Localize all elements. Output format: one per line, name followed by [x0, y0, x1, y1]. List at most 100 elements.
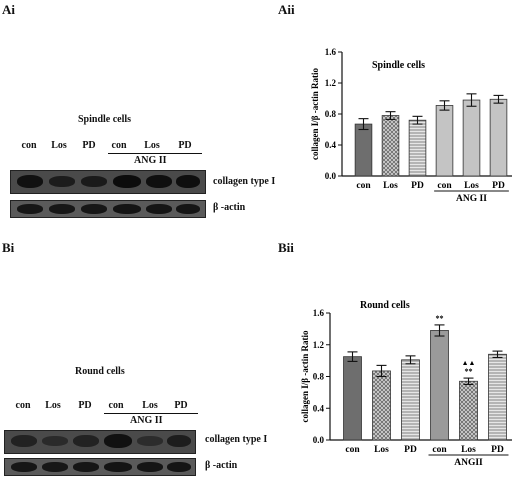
significance-mark: ** — [436, 314, 444, 323]
blot-b-band — [104, 462, 132, 472]
blot-a-group-line — [108, 153, 202, 154]
blot-a-band — [49, 176, 75, 187]
panel-label-bi: Bi — [2, 240, 15, 255]
blot-a-band — [17, 175, 43, 188]
blot-a-group-label: ANG II — [134, 155, 167, 166]
blot-a-collagen-strip — [10, 170, 206, 194]
x-tick-label: con — [432, 445, 447, 455]
chart-title: Spindle cells — [372, 60, 425, 71]
blot-a-lane-1: con — [21, 140, 37, 151]
blot-b-actin-strip — [4, 458, 196, 476]
blot-b-title: Round cells — [75, 366, 125, 377]
blot-b-band — [104, 434, 132, 448]
y-tick-label: 0.0 — [313, 435, 325, 445]
x-tick-label: PD — [491, 445, 504, 455]
x-tick-label: Los — [383, 181, 398, 191]
x-tick-label: Los — [461, 445, 476, 455]
blot-a-band — [17, 204, 43, 214]
y-tick-label: 0.8 — [313, 372, 325, 382]
significance-mark: ** — [465, 367, 473, 376]
blot-b-actin-label: β -actin — [205, 460, 238, 471]
bar — [488, 353, 507, 441]
y-tick-label: 1.2 — [325, 78, 337, 88]
blot-b-band — [73, 462, 99, 472]
blot-b-lane-4: con — [108, 400, 124, 411]
blot-a-lane-5: Los — [144, 140, 160, 151]
panel-label-bii: Bii — [278, 240, 294, 255]
y-tick-label: 0.4 — [313, 403, 325, 413]
bar — [401, 359, 420, 441]
blot-b-lane-5: Los — [142, 400, 158, 411]
panel-label-aii: Aii — [278, 2, 295, 17]
chart-round-cells: 0.0 0.4 0.8 1.2 1.6 collagen I/β -actin Ratio… — [300, 300, 512, 468]
blot-a-band — [81, 176, 107, 187]
y-tick-label: 0.4 — [325, 140, 337, 150]
blot-b-collagen-strip — [4, 430, 196, 454]
blot-b-collagen-label: collagen type I — [205, 434, 268, 445]
x-tick-label: con — [437, 181, 452, 191]
blot-b-band — [73, 435, 99, 447]
blot-a-lane-4: con — [111, 140, 127, 151]
blot-b-band — [167, 435, 191, 447]
bar — [459, 380, 478, 441]
bar — [343, 356, 362, 441]
blot-b-band — [42, 462, 68, 472]
blot-a-band — [113, 204, 141, 214]
y-tick-label: 1.2 — [313, 340, 325, 350]
group-label: ANG II — [456, 194, 487, 204]
blot-a-collagen-label: collagen type I — [213, 176, 276, 187]
blot-a-actin-label: β -actin — [213, 202, 246, 213]
blot-a-band — [146, 204, 172, 214]
blot-b-band — [42, 436, 68, 446]
x-tick-label: PD — [492, 181, 505, 191]
y-axis-label: collagen I/β -actin Ratio — [300, 330, 310, 422]
y-tick-label: 1.6 — [313, 308, 325, 318]
bar — [430, 330, 449, 441]
bar — [435, 105, 454, 177]
chart-spindle-cells: 0.0 0.4 0.8 1.2 1.6 collagen I/β -actin Ratio… — [310, 47, 512, 204]
blot-a-band — [81, 204, 107, 214]
blot-a-lane-3: PD — [82, 140, 96, 151]
blot-a-title: Spindle cells — [78, 114, 132, 125]
blot-b-band — [137, 462, 163, 472]
y-tick-label: 0.8 — [325, 109, 337, 119]
blot-b-band — [137, 436, 163, 446]
bar — [408, 119, 427, 177]
blot-a-band — [49, 204, 75, 214]
blot-b-lane-3: PD — [78, 400, 92, 411]
bar — [462, 99, 481, 177]
group-label: ANGII — [454, 458, 483, 468]
x-tick-label: PD — [404, 445, 417, 455]
blot-a-band — [113, 175, 141, 188]
bar — [372, 370, 391, 441]
x-tick-label: con — [356, 181, 371, 191]
blot-b-group-label: ANG II — [130, 415, 163, 426]
x-tick-label: Los — [464, 181, 479, 191]
y-axis-label: collagen I/β -actin Ratio — [310, 68, 320, 160]
blot-b-lane-2: Los — [45, 400, 61, 411]
blot-b-group-line — [104, 413, 198, 414]
blot-b-band — [11, 462, 37, 472]
x-tick-label: PD — [411, 181, 424, 191]
blot-a-band — [176, 175, 200, 188]
bar — [381, 115, 400, 177]
x-tick-label: con — [345, 445, 360, 455]
y-tick-label: 0.0 — [325, 171, 337, 181]
blot-a-actin-strip — [10, 200, 206, 218]
blot-b-lane-1: con — [15, 400, 31, 411]
blot-a-band — [146, 175, 172, 188]
significance-mark: ▲▲ — [462, 359, 476, 367]
blot-a-band — [176, 204, 200, 214]
x-tick-label: Los — [374, 445, 389, 455]
panel-label-ai: Ai — [2, 2, 15, 17]
blot-a-lane-6: PD — [178, 140, 192, 151]
chart-title: Round cells — [360, 300, 410, 311]
blot-b-band — [167, 462, 191, 472]
blot-b-band — [11, 435, 37, 447]
bar — [354, 123, 373, 177]
blot-a-lane-2: Los — [51, 140, 67, 151]
blot-b-lane-6: PD — [174, 400, 188, 411]
y-tick-label: 1.6 — [325, 47, 337, 57]
bar — [489, 98, 508, 177]
